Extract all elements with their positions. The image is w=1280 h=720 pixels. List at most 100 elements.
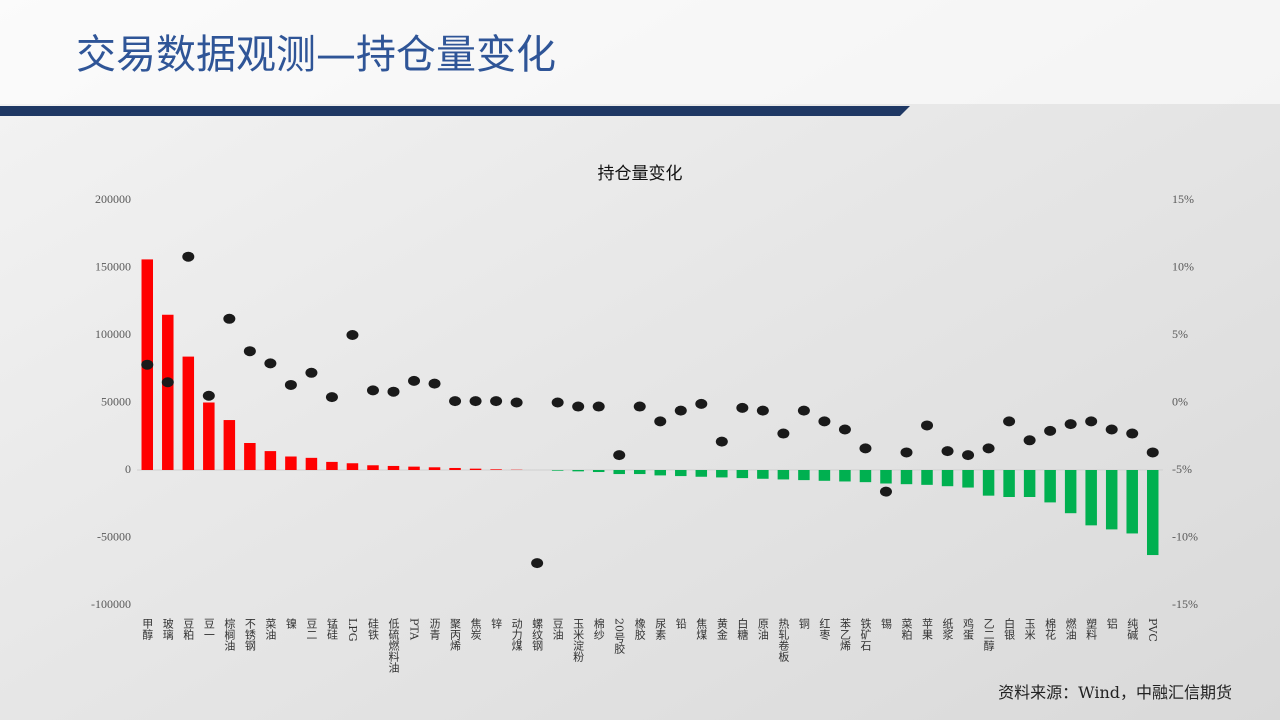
x-tick-label: 豆二: [305, 618, 318, 640]
x-tick-label: 聚丙烯: [449, 618, 462, 652]
header-rule: [0, 106, 910, 116]
bar: [880, 470, 892, 484]
x-tick-label: 白糖: [736, 617, 749, 641]
bar: [223, 420, 236, 470]
bar: [1064, 470, 1077, 514]
dot: [592, 401, 605, 412]
y-tick-label: -100000: [91, 597, 131, 611]
x-tick-label: 红枣: [818, 618, 831, 641]
bar: [900, 470, 913, 485]
x-tick-label: 鸡蛋: [962, 617, 975, 641]
y2-tick-label: -5%: [1172, 462, 1192, 476]
dot: [777, 428, 790, 439]
bar: [244, 443, 256, 470]
bar: [941, 470, 954, 487]
dot: [428, 378, 441, 389]
y2-tick-label: -10%: [1172, 529, 1198, 543]
dot: [633, 401, 646, 412]
x-tick-label: 焦煤: [695, 618, 708, 641]
y2-tick-label: 0%: [1172, 394, 1188, 408]
dot: [879, 486, 892, 497]
dot: [305, 367, 318, 378]
y-tick-label: 200000: [95, 192, 131, 206]
bar: [572, 470, 584, 472]
x-tick-label: 动力煤: [510, 618, 523, 652]
bar: [203, 402, 215, 470]
dot: [510, 397, 523, 408]
chart-title: 持仓量变化: [598, 164, 683, 184]
dot: [387, 386, 400, 397]
dot: [1064, 419, 1077, 430]
dot: [674, 405, 687, 416]
x-tick-label: 锡: [879, 617, 892, 630]
dot: [325, 392, 338, 403]
x-tick-label: PTA: [408, 618, 421, 641]
bar: [490, 469, 502, 470]
bar: [1126, 470, 1138, 534]
x-tick-label: 锰硅: [325, 617, 338, 640]
x-tick-label: 棉纱: [592, 617, 605, 640]
dot: [243, 346, 256, 357]
bar: [1085, 470, 1097, 526]
x-tick-label: 低硫燃料油: [387, 618, 400, 673]
x-tick-label: 热轧卷板: [777, 618, 790, 663]
x-tick-label: 燃油: [1064, 617, 1077, 640]
x-tick-label: 黄金: [715, 617, 728, 640]
dot: [1023, 435, 1036, 446]
x-tick-label: 玉米: [1023, 618, 1036, 641]
dot: [202, 390, 215, 401]
y2-tick-label: 15%: [1172, 192, 1194, 206]
dot: [346, 330, 359, 340]
bar: [449, 467, 461, 470]
y-tick-label: -50000: [97, 529, 131, 543]
bar: [162, 314, 174, 470]
x-tick-label: 苯乙烯: [838, 617, 851, 652]
x-tick-label: PVC: [1146, 618, 1159, 642]
dot: [695, 398, 708, 409]
x-tick-label: 塑料: [1085, 617, 1098, 641]
x-tick-label: 螺纹钢: [531, 618, 544, 651]
bar: [1044, 470, 1056, 503]
x-tick-label: 焦炭: [469, 618, 482, 641]
x-tick-label: 菜粕: [900, 618, 913, 640]
bar: [798, 470, 810, 481]
dot: [982, 443, 995, 454]
bar: [675, 470, 687, 477]
x-tick-label: 菜油: [264, 618, 277, 640]
dot: [182, 251, 195, 262]
bar: [408, 466, 420, 470]
dot: [449, 396, 462, 407]
dot: [284, 379, 297, 390]
bar: [777, 470, 790, 480]
bar: [1023, 470, 1036, 497]
bar: [982, 470, 995, 496]
bar: [736, 470, 749, 479]
bar: [428, 467, 441, 470]
x-tick-label: 棕榈油: [223, 617, 236, 651]
header-band: [0, 0, 1280, 104]
dot: [1146, 447, 1159, 458]
dot: [531, 558, 544, 569]
source-note: 资料来源：Wind，中融汇信期货: [998, 683, 1232, 702]
y2-tick-label: 5%: [1172, 327, 1188, 341]
x-tick-label: 玉米淀粉: [572, 618, 585, 662]
bar: [633, 470, 646, 475]
x-tick-label: 锌: [490, 617, 503, 629]
bar: [757, 470, 769, 479]
dot: [551, 397, 564, 408]
bar: [818, 470, 831, 481]
dot: [962, 450, 975, 461]
x-tick-label: 橡胶: [633, 618, 646, 641]
bar: [695, 470, 708, 477]
x-tick-label: 20号胶: [613, 618, 626, 655]
dot: [818, 416, 831, 427]
dot: [490, 396, 503, 407]
dot: [900, 447, 913, 458]
dot: [838, 424, 851, 435]
bar: [367, 465, 379, 470]
bar: [1003, 470, 1015, 497]
dot: [797, 405, 810, 416]
x-tick-label: 不锈钢: [243, 618, 256, 651]
dot: [264, 358, 277, 369]
